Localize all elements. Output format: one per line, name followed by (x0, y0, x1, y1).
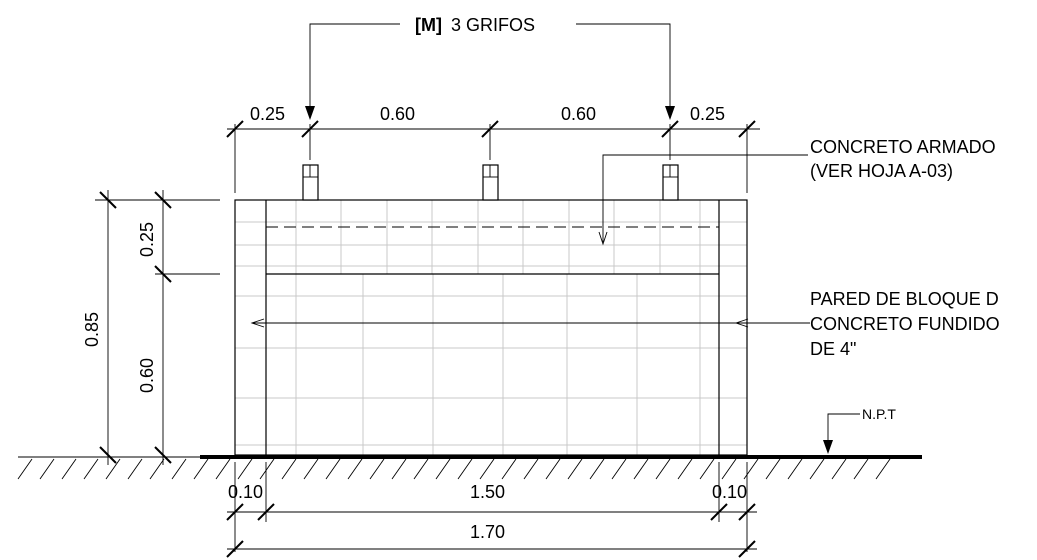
hatch-line (809, 458, 825, 480)
dim-label: 0.25 (250, 104, 285, 124)
level-label: N.P.T (862, 406, 896, 422)
level-arrow (823, 440, 833, 454)
hatch-line (17, 458, 33, 480)
hatch-line (61, 458, 77, 480)
hatch-line (633, 458, 649, 480)
hatch-line (435, 458, 451, 480)
hatch-line (523, 458, 539, 480)
dim-tick (226, 120, 244, 138)
hatch-line (215, 458, 231, 480)
concrete-leader (602, 154, 808, 242)
dim-label-total: 0.85 (82, 312, 102, 347)
hatch-line (259, 458, 275, 480)
hatch-line (303, 458, 319, 480)
arrowhead-left (305, 106, 315, 120)
hatch-line (39, 458, 55, 480)
hatch-line (193, 458, 209, 480)
dim-label: 0.60 (561, 104, 596, 124)
note-concrete-2: (VER HOJA A-03) (810, 161, 953, 181)
hatch-line (325, 458, 341, 480)
hatch-line (655, 458, 671, 480)
hatch-line (369, 458, 385, 480)
faucet-icon (482, 164, 499, 201)
dim-label: 0.60 (380, 104, 415, 124)
note-concrete-1: CONCRETO ARMADO (810, 137, 996, 157)
hatch-line (721, 458, 737, 480)
faucet-icon (302, 164, 319, 201)
top-dimension-chain: 0.25 0.60 0.60 0.25 (226, 104, 760, 193)
hatch-line (545, 458, 561, 480)
dim-tick (481, 120, 499, 138)
hatch-line (479, 458, 495, 480)
dim-label: 0.10 (712, 482, 747, 502)
counter-outline (234, 199, 748, 456)
floor-level-marker: N.P.T (823, 406, 896, 454)
hatch-line (677, 458, 693, 480)
leader-line-right (576, 23, 671, 118)
hatch-line (787, 458, 803, 480)
hatch-line (875, 458, 891, 480)
note-wall-3: DE 4" (810, 339, 856, 359)
dim-label-lower: 0.60 (137, 358, 157, 393)
ground-line (17, 455, 922, 480)
dim-label: 0.25 (690, 104, 725, 124)
dim-label: 0.10 (228, 482, 263, 502)
dim-tick (301, 120, 319, 138)
faucets-callout: [M] 3 GRIFOS (305, 15, 675, 120)
hatch-line (743, 458, 759, 480)
hatch-line (281, 458, 297, 480)
note-wall-1: PARED DE BLOQUE D (810, 289, 999, 309)
faucet-icon (662, 164, 679, 201)
level-leader (827, 413, 860, 452)
leader-line-left (309, 23, 400, 118)
wall-arrow-left (250, 318, 265, 328)
hatch-line (853, 458, 869, 480)
hatch-line (391, 458, 407, 480)
dim-label-upper: 0.25 (137, 222, 157, 257)
hatch-line (765, 458, 781, 480)
hatch-line (127, 458, 143, 480)
arrowhead-right (665, 106, 675, 120)
hatch-line (171, 458, 187, 480)
hatch-line (237, 458, 253, 480)
hatch-line (567, 458, 583, 480)
wall-annotation: PARED DE BLOQUE D CONCRETO FUNDIDO DE 4" (250, 289, 1000, 359)
callout-text: 3 GRIFOS (451, 15, 535, 35)
hatch-line (589, 458, 605, 480)
dim-tick (738, 120, 756, 138)
wall-arrow-right (734, 318, 749, 328)
dim-tick (661, 120, 679, 138)
hatch-line (347, 458, 363, 480)
note-wall-2: CONCRETO FUNDIDO (810, 314, 1000, 334)
tile-grid (235, 200, 747, 455)
concrete-arrow (598, 231, 608, 246)
hatch-line (413, 458, 429, 480)
counter-elevation (234, 164, 748, 456)
concrete-annotation: CONCRETO ARMADO (VER HOJA A-03) (598, 137, 996, 246)
hatch-line (83, 458, 99, 480)
dim-label-overall: 1.70 (470, 522, 505, 542)
ground-hatch (17, 458, 891, 480)
bottom-dimensions: 0.10 1.50 0.10 1.70 (226, 462, 757, 558)
hatch-line (699, 458, 715, 480)
hatch-line (457, 458, 473, 480)
hatch-line (105, 458, 121, 480)
callout-bracket: [M] (415, 15, 442, 35)
hatch-line (831, 458, 847, 480)
left-dimensions: 0.85 0.25 0.60 (82, 190, 220, 465)
hatch-line (149, 458, 165, 480)
hatch-line (501, 458, 517, 480)
dim-label: 1.50 (470, 482, 505, 502)
hatch-line (611, 458, 627, 480)
